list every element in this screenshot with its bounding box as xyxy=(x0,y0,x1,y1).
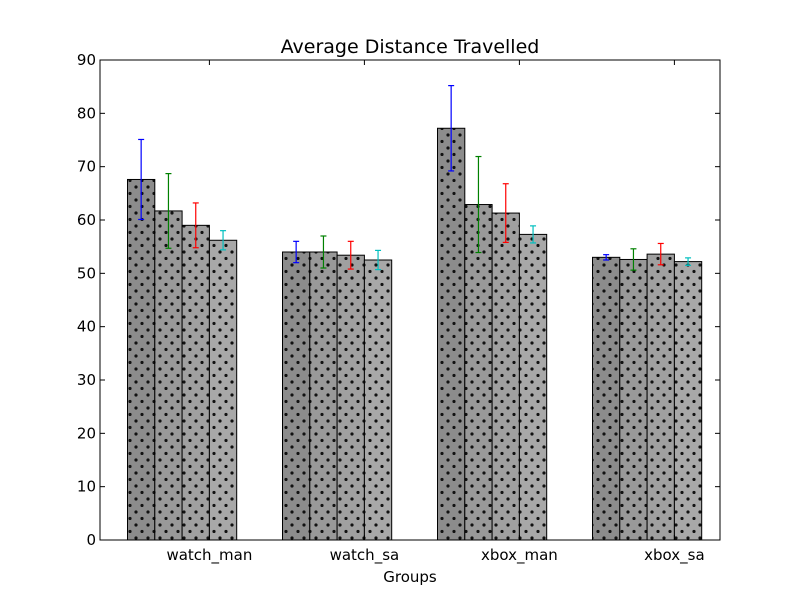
chart-title: Average Distance Travelled xyxy=(281,36,540,58)
y-tick-label: 50 xyxy=(77,264,96,282)
y-tick-label: 90 xyxy=(77,51,96,69)
bar-hatch-xbox_man-0 xyxy=(437,127,466,541)
x-tick-label-watch_sa: watch_sa xyxy=(330,546,400,565)
plot-frame xyxy=(99,59,721,541)
x-axis-label: Groups xyxy=(383,568,437,586)
y-tick-label: 20 xyxy=(77,424,96,442)
bar-hatch-xbox_sa-0 xyxy=(592,256,621,541)
bar-hatch-xbox_man-1 xyxy=(464,204,493,541)
y-tick-label: 40 xyxy=(77,318,96,336)
y-tick-label: 30 xyxy=(77,371,96,389)
y-tick-label: 70 xyxy=(77,158,96,176)
bar-hatch-watch_sa-0 xyxy=(282,251,311,541)
bar-hatch-xbox_sa-2 xyxy=(646,253,675,541)
bar-hatch-watch_man-1 xyxy=(154,210,183,541)
bar-hatch-xbox_man-2 xyxy=(491,212,520,541)
y-axis: 0 10 20 30 40 50 60 70 80 90 xyxy=(77,51,720,549)
bar-hatch-watch_sa-1 xyxy=(309,251,338,541)
error-bars-layer xyxy=(138,84,692,271)
bar-hatch-xbox_man-3 xyxy=(518,233,548,541)
bar-hatch-watch_sa-2 xyxy=(336,254,365,541)
bar-hatch-watch_man-0 xyxy=(127,178,156,541)
bar-hatch-watch_man-3 xyxy=(208,239,238,541)
bar-hatch-xbox_sa-3 xyxy=(673,261,703,541)
y-tick-label: 80 xyxy=(77,104,96,122)
bars-layer xyxy=(127,127,703,541)
x-tick-label-watch_man: watch_man xyxy=(166,546,252,565)
bar-hatch-watch_sa-3 xyxy=(363,259,393,541)
y-tick-label: 0 xyxy=(86,531,96,549)
bar-hatch-watch_man-2 xyxy=(181,224,210,541)
x-tick-label-xbox_man: xbox_man xyxy=(481,546,558,565)
bar-hatch-xbox_sa-1 xyxy=(619,258,648,541)
x-axis: watch_man watch_sa xbox_man xbox_sa xyxy=(166,60,705,565)
x-tick-label-xbox_sa: xbox_sa xyxy=(644,546,705,565)
y-tick-label: 10 xyxy=(77,478,96,496)
y-tick-label: 60 xyxy=(77,211,96,229)
